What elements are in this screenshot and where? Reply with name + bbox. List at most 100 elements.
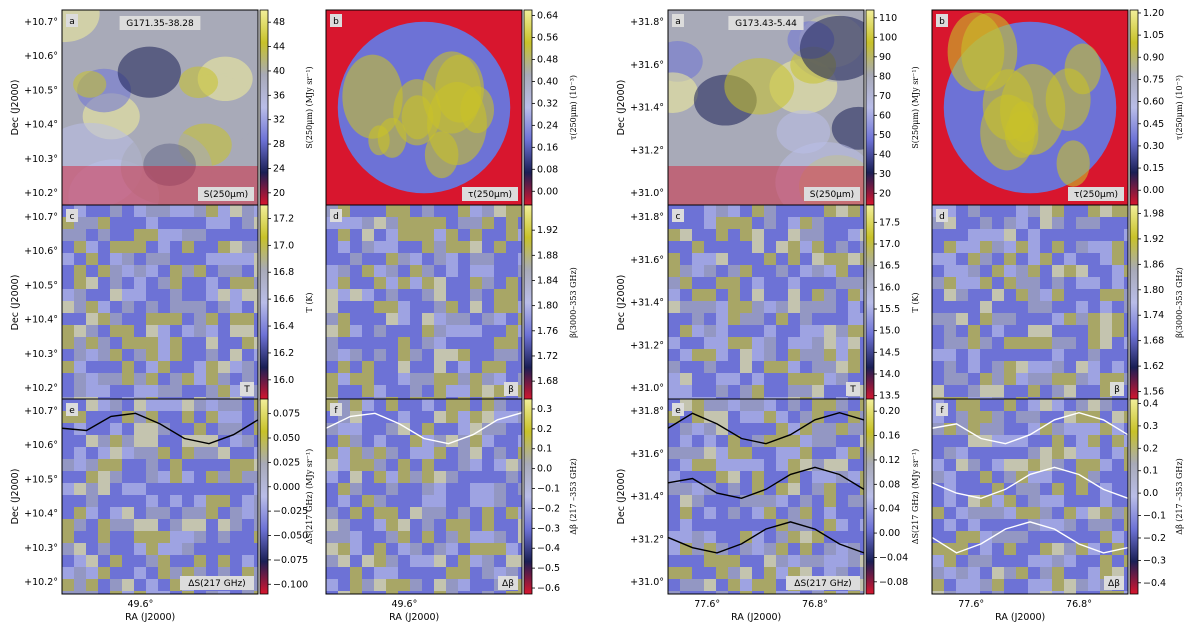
map-pixel: [230, 385, 242, 397]
map-pixel: [704, 301, 716, 313]
map-pixel: [62, 361, 74, 373]
map-pixel: [812, 325, 824, 337]
map-pixel: [242, 313, 254, 325]
map-pixel: [398, 373, 410, 385]
map-pixel: [668, 301, 680, 313]
map-pixel: [98, 337, 110, 349]
x-tick-label: 76.8°: [802, 599, 828, 610]
map-pixel: [1052, 555, 1064, 567]
map-pixel: [86, 483, 98, 495]
map-pixel: [752, 507, 764, 519]
map-pixel: [506, 591, 518, 594]
map-pixel: [836, 241, 848, 253]
map-pixel: [350, 543, 362, 555]
map-pixel: [458, 217, 470, 229]
map-pixel: [848, 447, 860, 459]
map-pixel: [170, 301, 182, 313]
map-pixel: [422, 459, 434, 471]
map-pixel: [764, 411, 776, 423]
y-tick-label: +10.4°: [24, 509, 58, 520]
map-pixel: [518, 385, 522, 397]
map-pixel: [146, 229, 158, 241]
x-axis-label: RA (J2000): [731, 612, 781, 623]
map-pixel: [752, 471, 764, 483]
y-tick-label: +10.3°: [24, 154, 58, 165]
y-tick-label: +31.8°: [630, 17, 664, 28]
map-pixel: [242, 591, 254, 594]
map-pixel: [956, 277, 968, 289]
map-pixel: [86, 373, 98, 385]
map-pixel: [218, 289, 230, 301]
map-pixel: [740, 579, 752, 591]
map-pixel: [482, 495, 494, 507]
map-pixel: [788, 385, 800, 397]
map-label-box: [198, 187, 254, 201]
map-pixel: [470, 217, 482, 229]
map-pixel: [86, 471, 98, 483]
map-pixel: [1004, 471, 1016, 483]
map-pixel: [824, 399, 836, 411]
map-pixel: [944, 289, 956, 301]
map-pixel: [158, 205, 170, 217]
map-pixel: [170, 399, 182, 411]
map-pixel: [218, 241, 230, 253]
map-pixel: [422, 435, 434, 447]
panel-e-3: eΔS(217 GHz)0.200.160.120.080.040.00−0.0…: [616, 398, 920, 595]
map-pixel: [326, 349, 338, 361]
map-pixel: [1088, 373, 1100, 385]
map-pixel: [410, 471, 422, 483]
map-pixel: [170, 567, 182, 579]
map-pixel: [860, 325, 864, 337]
map-pixel: [980, 301, 992, 313]
y-axis-label: Dec (J2000): [616, 469, 627, 525]
y-tick-label: +10.7°: [24, 212, 58, 223]
panel-column-3: a G173.43-5.44S(250μm)1101009080706050403…: [616, 9, 920, 623]
map-pixel: [254, 337, 258, 349]
map-pixel: [1088, 447, 1100, 459]
map-pixel: [740, 229, 752, 241]
map-pixel: [1076, 399, 1088, 411]
map-pixel: [1052, 579, 1064, 591]
map-pixel: [1064, 265, 1076, 277]
map-pixel: [1088, 277, 1100, 289]
map-pixel: [740, 591, 752, 594]
map-pixel: [812, 531, 824, 543]
contour-line: [931, 411, 1129, 445]
map-pixel: [848, 301, 860, 313]
map-pixel: [374, 349, 386, 361]
map-pixel: [194, 205, 206, 217]
map-pixel: [182, 265, 194, 277]
colorbar-tick-label: 1.20: [1143, 8, 1164, 19]
contour-line: [931, 521, 1129, 554]
colorbar-tick-label: 17.0: [879, 239, 900, 250]
colorbar-tick-label: 30: [879, 169, 891, 180]
map-pixel: [194, 361, 206, 373]
map-pixel: [410, 435, 422, 447]
map-pixel: [218, 531, 230, 543]
map-pixel: [422, 373, 434, 385]
map-pixel: [206, 399, 218, 411]
map-pixel: [434, 507, 446, 519]
colorbar-tick-label: 36: [273, 90, 285, 101]
map-pixel: [434, 555, 446, 567]
colorbar-tick-label: 17.0: [273, 240, 294, 251]
map-pixel: [98, 313, 110, 325]
map-pixel: [980, 337, 992, 349]
map-pixel: [980, 373, 992, 385]
map-pixel: [956, 411, 968, 423]
map-pixel: [1040, 591, 1052, 594]
map-pixel: [182, 301, 194, 313]
map-pixel: [434, 591, 446, 594]
map-pixel: [230, 253, 242, 265]
colorbar-tick-label: 1.74: [1143, 310, 1164, 321]
map-pixel: [1040, 289, 1052, 301]
colorbar-label: τ(250μm) (10⁻³): [569, 75, 578, 140]
map-pixel: [470, 531, 482, 543]
map-pixel: [446, 471, 458, 483]
map-pixel: [1052, 399, 1064, 411]
panel-letter-box: [936, 403, 948, 416]
map-pixel: [680, 385, 692, 397]
map-pixel: [482, 217, 494, 229]
map-pixel: [692, 495, 704, 507]
map-pixel: [482, 373, 494, 385]
